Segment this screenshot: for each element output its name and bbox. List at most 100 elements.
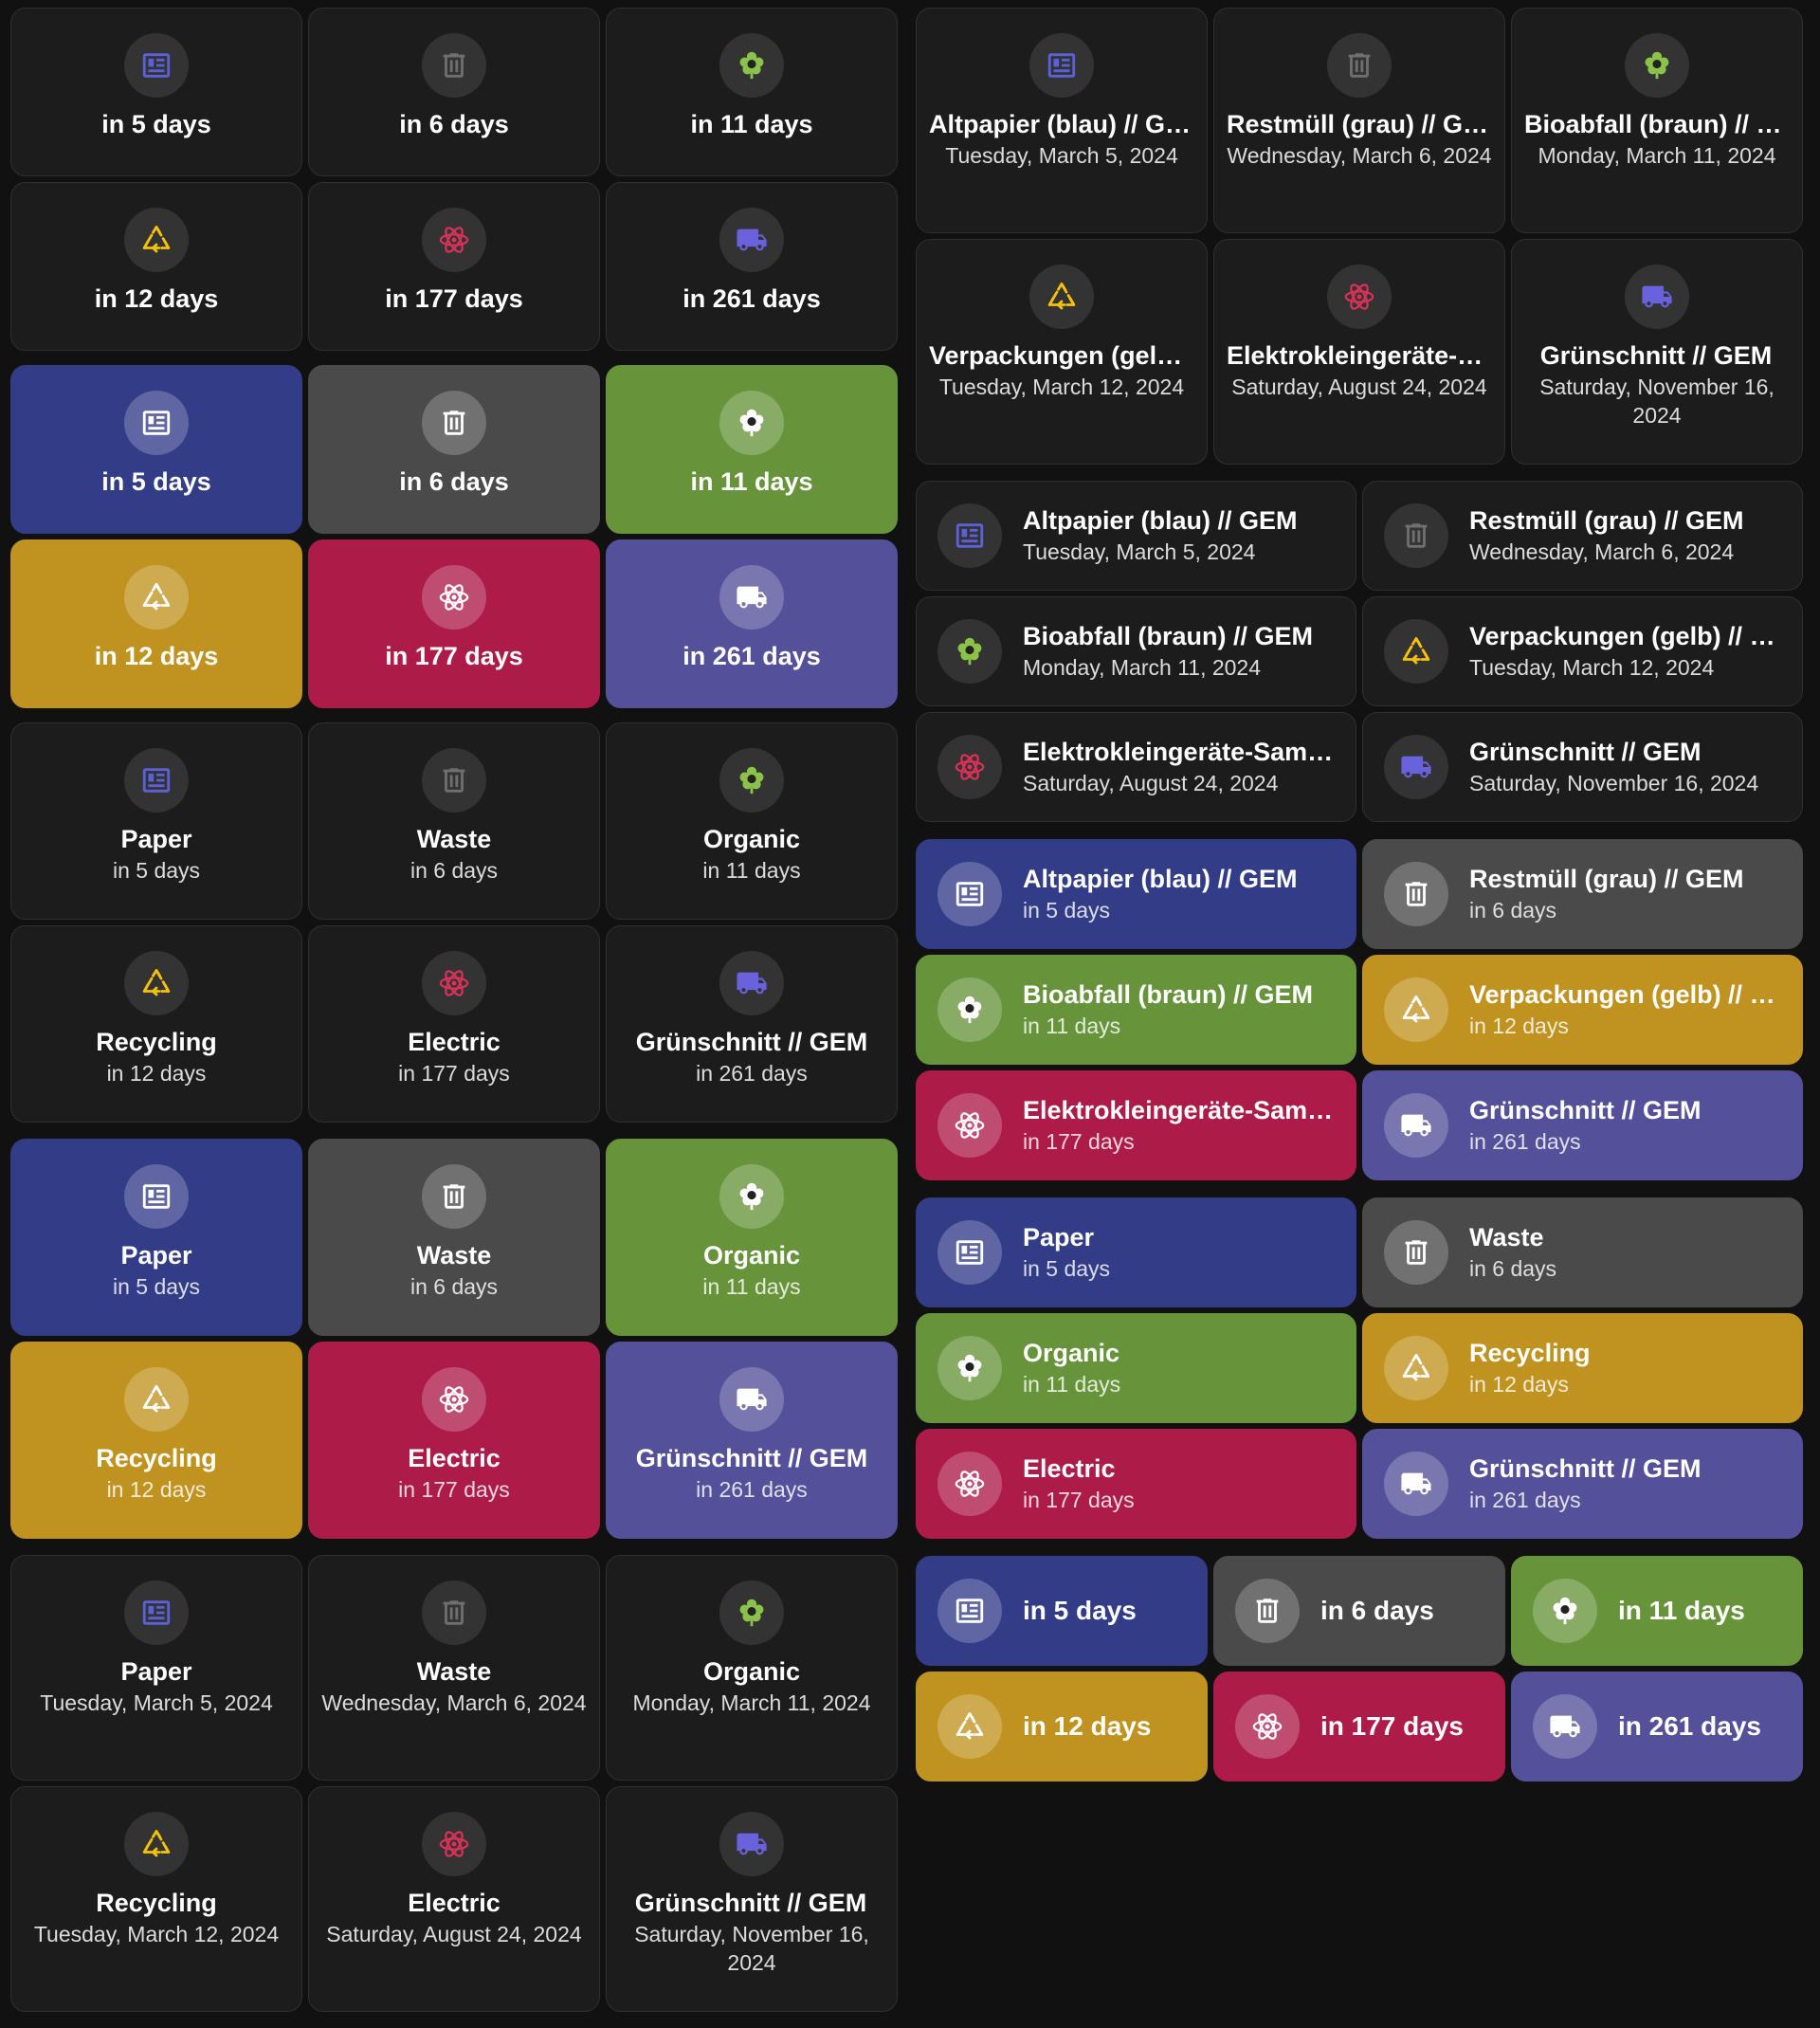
card-organic[interactable]: Bioabfall (braun) // GEM Monday, March 11… <box>916 596 1356 706</box>
card-green-waste[interactable]: Grünschnitt // GEM Saturday, November 16,… <box>1362 712 1803 822</box>
card-days: in 5 days <box>1023 898 1111 923</box>
card-waste[interactable]: Restmüll (grau) // GEM in 6 days <box>1362 839 1803 949</box>
card-electric[interactable]: Elektrokleingeräte-Sammlung // GEM in 177… <box>916 1070 1356 1180</box>
card-electric[interactable]: Elektrokleingeräte-Sammlung // GEM Saturd… <box>916 712 1356 822</box>
card-waste[interactable]: Waste in 6 days <box>1362 1197 1803 1307</box>
card-days: in 177 days <box>1320 1711 1464 1741</box>
card-date: Saturday, August 24, 2024 <box>1231 375 1487 399</box>
card-waste[interactable]: Waste in 6 days <box>308 1139 600 1336</box>
card-waste[interactable]: in 6 days <box>308 365 600 534</box>
flower-icon <box>1533 1579 1597 1643</box>
card-organic[interactable]: Organic in 11 days <box>606 1139 898 1336</box>
newspaper-icon <box>124 391 189 455</box>
card-electric[interactable]: Electric in 177 days <box>916 1429 1356 1539</box>
truck-icon <box>1625 265 1689 329</box>
card-waste[interactable]: in 6 days <box>1213 1556 1505 1666</box>
card-electric[interactable]: in 177 days <box>308 182 600 351</box>
card-green-waste[interactable]: Grünschnitt // GEM in 261 days <box>606 925 898 1123</box>
card-organic[interactable]: in 11 days <box>606 8 898 176</box>
card-name: Grünschnitt // GEM <box>1469 1454 1702 1483</box>
card-recycling[interactable]: Verpackungen (gelb) // GEM in 12 days <box>1362 955 1803 1065</box>
recycle-icon <box>124 565 189 630</box>
atom-icon <box>1327 265 1392 329</box>
card-name: Verpackungen (gelb) // GEM <box>1469 622 1781 650</box>
card-name: Electric <box>1023 1454 1116 1483</box>
card-name: Waste <box>1469 1223 1544 1252</box>
card-name: Grünschnitt // GEM <box>634 1889 867 1917</box>
card-days: in 261 days <box>1618 1711 1761 1741</box>
card-organic[interactable]: in 11 days <box>1511 1556 1803 1666</box>
card-organic[interactable]: Bioabfall (braun) // GEM Monday, March 11… <box>1511 8 1803 233</box>
card-organic[interactable]: in 11 days <box>606 365 898 534</box>
card-days: in 12 days <box>1469 1014 1569 1038</box>
card-electric[interactable]: Electric Saturday, August 24, 2024 <box>308 1786 600 2012</box>
card-electric[interactable]: Electric in 177 days <box>308 925 600 1123</box>
card-paper[interactable]: Paper in 5 days <box>10 1139 302 1336</box>
card-organic[interactable]: Organic in 11 days <box>916 1313 1356 1423</box>
truck-icon <box>719 951 784 1015</box>
card-paper[interactable]: Paper in 5 days <box>10 722 302 920</box>
trash-can-icon <box>1384 862 1448 926</box>
card-name: Grünschnitt // GEM <box>1539 341 1773 370</box>
card-organic[interactable]: Organic in 11 days <box>606 722 898 920</box>
card-electric[interactable]: Elektrokleingeräte-Sammlung // GEM Saturd… <box>1213 239 1505 465</box>
truck-icon <box>1384 1093 1448 1158</box>
card-recycling[interactable]: Recycling Tuesday, March 12, 2024 <box>10 1786 302 2012</box>
card-days: in 11 days <box>690 110 813 138</box>
atom-icon <box>422 1812 486 1876</box>
card-name: Altpapier (blau) // GEM <box>1023 506 1298 535</box>
section-days-only-colored: in 5 days in 6 days in 11 days in 12 day… <box>10 365 898 708</box>
card-paper[interactable]: Altpapier (blau) // GEM Tuesday, March 5,… <box>916 481 1356 591</box>
card-green-waste[interactable]: Grünschnitt // GEM in 261 days <box>1362 1070 1803 1180</box>
card-date: Monday, March 11, 2024 <box>1023 655 1262 680</box>
card-green-waste[interactable]: Grünschnitt // GEM in 261 days <box>1362 1429 1803 1539</box>
card-paper[interactable]: Paper in 5 days <box>916 1197 1356 1307</box>
card-recycling[interactable]: Recycling in 12 days <box>10 925 302 1123</box>
card-paper[interactable]: Paper Tuesday, March 5, 2024 <box>10 1555 302 1781</box>
card-recycling[interactable]: Recycling in 12 days <box>1362 1313 1803 1423</box>
card-paper[interactable]: in 5 days <box>916 1556 1208 1666</box>
card-name: Recycling <box>96 1889 217 1917</box>
card-recycling[interactable]: Verpackungen (gelb) // GEM Tuesday, March… <box>1362 596 1803 706</box>
card-waste[interactable]: Waste Wednesday, March 6, 2024 <box>308 1555 600 1781</box>
card-name: Organic <box>702 825 800 853</box>
card-paper[interactable]: in 5 days <box>10 365 302 534</box>
card-paper[interactable]: in 5 days <box>10 8 302 176</box>
card-recycling[interactable]: in 12 days <box>10 539 302 708</box>
card-recycling[interactable]: Verpackungen (gelb) // GEM Tuesday, March… <box>916 239 1208 465</box>
card-waste[interactable]: in 6 days <box>308 8 600 176</box>
card-paper[interactable]: Altpapier (blau) // GEM in 5 days <box>916 839 1356 949</box>
trash-can-icon <box>1235 1579 1300 1643</box>
card-name: Verpackungen (gelb) // GEM <box>929 341 1194 370</box>
card-name: Grünschnitt // GEM <box>635 1028 868 1056</box>
card-green-waste[interactable]: in 261 days <box>606 539 898 708</box>
card-days: in 261 days <box>682 284 821 313</box>
card-electric[interactable]: in 177 days <box>1213 1672 1505 1781</box>
card-days: in 11 days <box>1023 1372 1121 1397</box>
card-electric[interactable]: in 177 days <box>308 539 600 708</box>
card-recycling[interactable]: Recycling in 12 days <box>10 1342 302 1539</box>
card-green-waste[interactable]: in 261 days <box>1511 1672 1803 1781</box>
flower-icon <box>719 748 784 813</box>
card-paper[interactable]: Altpapier (blau) // GEM Tuesday, March 5,… <box>916 8 1208 233</box>
card-green-waste[interactable]: in 261 days <box>606 182 898 351</box>
flower-icon <box>937 1336 1002 1400</box>
card-name: Grünschnitt // GEM <box>635 1444 868 1472</box>
card-days: in 5 days <box>101 467 211 496</box>
card-green-waste[interactable]: Grünschnitt // GEM Saturday, November 16,… <box>606 1786 898 2012</box>
card-electric[interactable]: Electric in 177 days <box>308 1342 600 1539</box>
card-waste[interactable]: Restmüll (grau) // GEM Wednesday, March 6… <box>1213 8 1505 233</box>
card-organic[interactable]: Organic Monday, March 11, 2024 <box>606 1555 898 1781</box>
card-recycling[interactable]: in 12 days <box>916 1672 1208 1781</box>
newspaper-icon <box>937 862 1002 926</box>
card-organic[interactable]: Bioabfall (braun) // GEM in 11 days <box>916 955 1356 1065</box>
card-recycling[interactable]: in 12 days <box>10 182 302 351</box>
section-full-names-days-colored: Altpapier (blau) // GEM in 5 days Restmül… <box>916 839 1803 1180</box>
recycle-icon <box>124 208 189 272</box>
card-days: in 6 days <box>1320 1596 1434 1625</box>
card-days: in 5 days <box>1023 1596 1137 1625</box>
card-green-waste[interactable]: Grünschnitt // GEM in 261 days <box>606 1342 898 1539</box>
card-waste[interactable]: Restmüll (grau) // GEM Wednesday, March 6… <box>1362 481 1803 591</box>
card-waste[interactable]: Waste in 6 days <box>308 722 600 920</box>
card-green-waste[interactable]: Grünschnitt // GEM Saturday, November 16,… <box>1511 239 1803 465</box>
